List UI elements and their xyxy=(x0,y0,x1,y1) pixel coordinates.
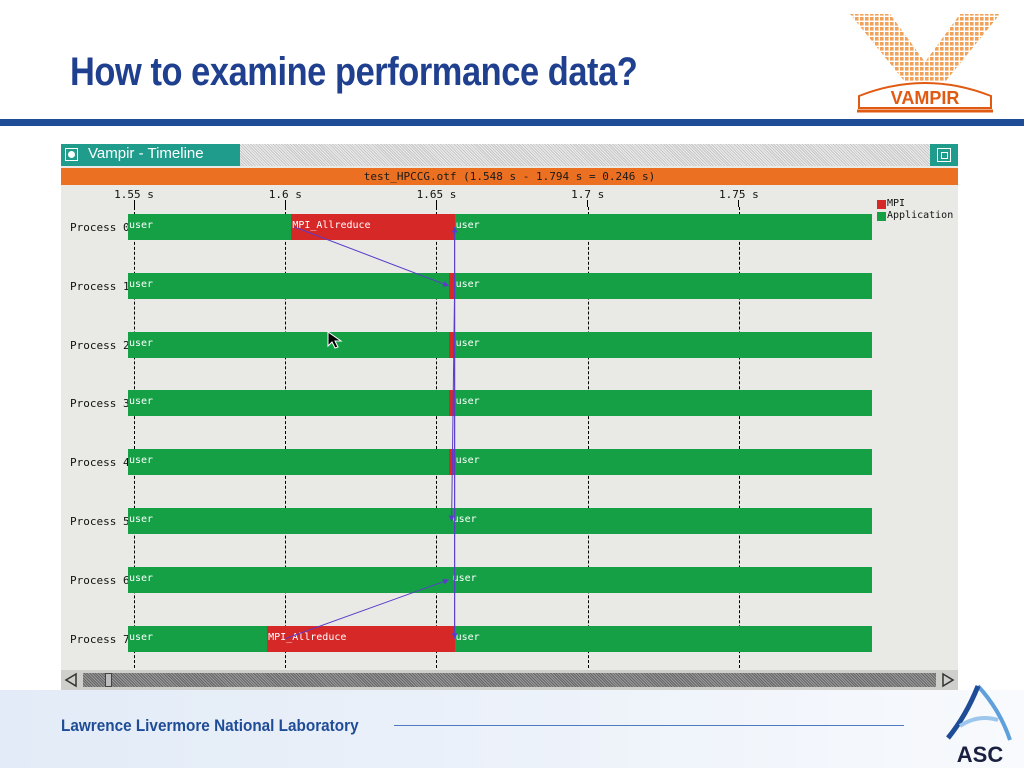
legend-swatch-mpi xyxy=(877,200,886,209)
tick-label: 1.7 s xyxy=(571,188,605,201)
tick-mark xyxy=(738,200,740,207)
segment-label: user xyxy=(129,514,154,525)
asc-logo: ASC xyxy=(946,684,1012,766)
footer-band xyxy=(0,690,1024,768)
segment-label: user xyxy=(455,631,480,643)
application-segment[interactable] xyxy=(128,390,449,417)
vampir-logo: VAMPIR xyxy=(850,14,1000,113)
trace-header: test_HPCCG.otf (1.548 s - 1.794 s = 0.24… xyxy=(61,168,958,185)
segment-label: MPI_Allreduce xyxy=(292,220,371,231)
tick-mark xyxy=(133,200,135,207)
window-titlebar[interactable]: Vampir - Timeline xyxy=(61,144,958,166)
mouse-pointer-icon xyxy=(327,331,343,349)
application-segment[interactable] xyxy=(128,508,452,534)
grid-line xyxy=(285,207,287,673)
segment-label: user xyxy=(452,572,477,584)
title-divider xyxy=(0,119,1024,126)
window-title: Vampir - Timeline xyxy=(88,145,204,162)
application-segment[interactable] xyxy=(451,508,872,534)
application-segment[interactable] xyxy=(128,449,449,476)
segment-label: user xyxy=(129,572,154,584)
footer-divider xyxy=(394,725,904,726)
process-label: Process 7 xyxy=(70,632,130,646)
maximize-button[interactable] xyxy=(930,144,958,166)
tick-mark xyxy=(284,200,286,207)
tick-label: 1.6 s xyxy=(268,188,302,201)
segment-label: user xyxy=(455,278,480,290)
application-segment[interactable] xyxy=(128,214,292,240)
slide-title: How to examine performance data? xyxy=(70,50,638,94)
process-label: Process 5 xyxy=(70,515,130,528)
application-segment[interactable] xyxy=(454,272,872,299)
legend-swatch-application xyxy=(877,212,886,221)
scroll-track[interactable] xyxy=(83,673,936,687)
application-segment[interactable] xyxy=(454,449,872,476)
segment-label: user xyxy=(129,337,154,349)
legend-label: Application xyxy=(887,210,954,221)
legend-label: MPI xyxy=(887,198,906,209)
tick-label: 1.55 s xyxy=(114,188,154,201)
application-segment[interactable] xyxy=(454,625,872,652)
svg-text:VAMPIR: VAMPIR xyxy=(891,88,960,108)
process-label: Process 1 xyxy=(70,279,130,293)
application-segment[interactable] xyxy=(128,331,449,358)
application-segment[interactable] xyxy=(128,272,449,299)
footer-lab-name: Lawrence Livermore National Laboratory xyxy=(61,716,359,735)
grid-line xyxy=(134,207,136,673)
application-segment[interactable] xyxy=(128,625,268,652)
tick-label: 1.75 s xyxy=(719,188,759,201)
tick-mark xyxy=(435,200,437,207)
application-segment[interactable] xyxy=(454,331,872,358)
segment-label: user xyxy=(455,455,480,467)
window-menu-icon[interactable] xyxy=(65,148,78,161)
process-label: Process 2 xyxy=(70,338,130,352)
application-segment[interactable] xyxy=(454,390,872,417)
segment-label: user xyxy=(452,514,477,525)
scroll-left-icon[interactable] xyxy=(63,672,79,688)
maximize-icon xyxy=(937,148,951,162)
vampir-timeline-window: Vampir - Timeline test_HPCCG.otf (1.548 … xyxy=(61,144,958,690)
process-label: Process 6 xyxy=(70,573,130,587)
grid-line xyxy=(587,207,589,673)
scroll-right-icon[interactable] xyxy=(940,672,956,688)
application-segment[interactable] xyxy=(451,566,872,593)
grid-line xyxy=(738,207,740,673)
svg-text:ASC: ASC xyxy=(957,742,1004,766)
process-label: Process 0 xyxy=(70,221,130,234)
tick-mark xyxy=(587,200,589,207)
segment-label: user xyxy=(129,455,154,467)
segment-label: user xyxy=(129,396,154,408)
segment-label: user xyxy=(129,278,154,290)
tick-label: 1.65 s xyxy=(416,188,457,201)
title-segment: Vampir - Timeline xyxy=(61,144,240,166)
horizontal-scrollbar[interactable] xyxy=(61,670,958,690)
segment-label: user xyxy=(129,220,154,231)
segment-label: user xyxy=(455,337,480,349)
segment-label: user xyxy=(455,220,480,231)
segment-label: user xyxy=(455,396,480,408)
grid-line xyxy=(436,207,438,673)
segment-label: user xyxy=(129,631,154,643)
application-segment[interactable] xyxy=(128,566,452,593)
process-label: Process 4 xyxy=(70,456,130,470)
segment-label: MPI_Allreduce xyxy=(268,631,347,643)
scroll-thumb[interactable] xyxy=(105,673,112,687)
process-label: Process 3 xyxy=(70,397,130,411)
application-segment[interactable] xyxy=(454,214,872,240)
